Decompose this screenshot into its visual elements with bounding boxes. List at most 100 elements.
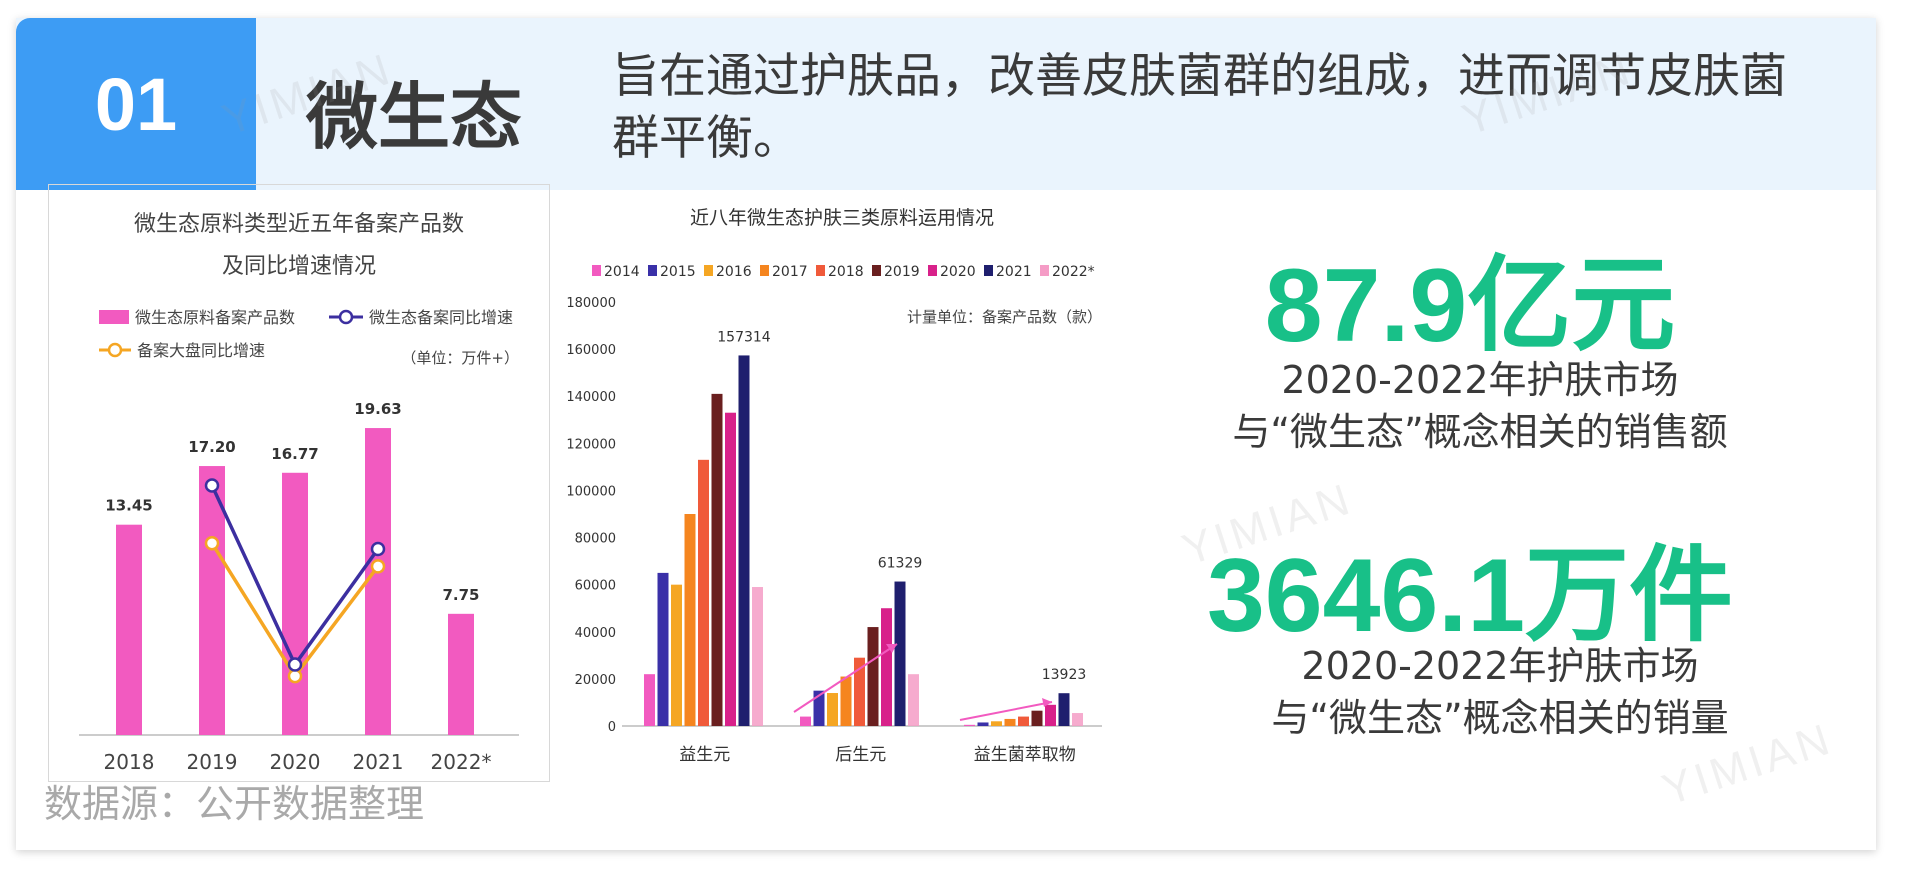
legend-label: 2018 [828,264,864,280]
bar [991,721,1002,726]
stat-sales-value: 87.9亿元 [1264,248,1676,364]
legend-label: 微生态原料备案产品数 [135,308,295,327]
bar [813,690,825,726]
line-point [370,541,386,557]
chart-title: 微生态原料类型近五年备案产品数 [134,212,464,237]
stat-sales-caption-line1: 2020-2022年护肤市场 [1281,358,1679,402]
bar [725,412,736,726]
y-tick-label: 20000 [575,673,616,688]
y-tick-label: 60000 [575,579,616,594]
bar [964,724,975,726]
legend-label: 微生态备案同比增速 [369,308,513,327]
bar [365,428,391,735]
bar [698,459,709,726]
legend-label: 2021 [996,264,1032,280]
y-tick-label: 120000 [566,437,616,452]
data-label: 157314 [717,329,771,345]
data-label: 13.45 [105,497,152,515]
legend-label: 2014 [604,264,640,280]
x-tick-label: 2020 [270,750,321,774]
bar [644,674,655,726]
header-banner: 01 微生态 旨在通过护肤品，改善皮肤菌群的组成，进而调节皮肤菌群平衡。 [16,18,1876,190]
y-tick-label: 100000 [566,484,616,499]
data-label: 13923 [1042,667,1087,683]
data-label: 16.77 [271,445,318,463]
bar [867,627,879,726]
stat-volume-caption-line1: 2020-2022年护肤市场 [1301,644,1699,688]
legend-swatch [592,265,601,276]
trend-arrow [793,643,898,713]
bar [894,581,906,726]
x-tick-label: 后生元 [835,745,886,765]
x-tick-label: 2018 [104,750,155,774]
bar [881,608,892,726]
stat-volume-caption-line2: 与“微生态”概念相关的销量 [1271,696,1729,740]
x-tick-label: 益生元 [679,745,730,765]
bar [282,472,308,735]
bar [738,355,750,726]
bar [827,693,838,726]
topic-description: 旨在通过护肤品，改善皮肤菌群的组成，进而调节皮肤菌群平衡。 [612,49,1787,166]
bar [657,572,669,726]
trend-arrow-head [1042,698,1052,707]
chart-title: 近八年微生态护肤三类原料运用情况 [690,207,994,229]
x-tick-label: 益生菌萃取物 [974,745,1076,765]
legend-swatch [760,265,769,276]
data-label: 19.63 [354,400,401,418]
legend-label: 2020 [940,264,976,280]
line-point [287,668,303,684]
line-point [370,559,386,574]
data-label: 7.75 [442,586,479,604]
data-source-note: 数据源：公开数据整理 [44,782,425,826]
trend-arrow-head [886,644,897,653]
y-tick-label: 0 [608,720,616,735]
bar [854,657,865,726]
legend-swatch [704,265,713,276]
y-tick-label: 140000 [566,390,616,405]
x-tick-label: 2021 [353,750,404,774]
legend-label: 2017 [772,264,808,280]
x-tick-label: 2019 [187,750,238,774]
stat-sales-caption: 2020-2022年护肤市场 与“微生态”概念相关的销售额 [1150,354,1810,458]
bar [1004,718,1016,726]
bar [1018,716,1029,726]
bar [448,613,474,735]
stat-volume-caption: 2020-2022年护肤市场 与“微生态”概念相关的销量 [1190,640,1810,744]
y-tick-label: 180000 [566,296,616,311]
legend-swatch [872,265,881,276]
bar [684,514,696,726]
line-point [204,478,220,493]
legend-label: 2019 [884,264,920,280]
bar [800,716,811,726]
legend-swatch [984,265,993,276]
chart-ingredient-usage: 近八年微生态护肤三类原料运用情况 2014 2015 2016 2017 2018 2019… [566,207,1102,765]
topic-title: 微生态 [306,75,523,159]
x-tick-label: 2022* [431,750,492,774]
bar [199,466,225,735]
unit-label: 计量单位：备案产品数（款） [907,308,1102,326]
legend-swatch [648,265,657,276]
bar [977,722,989,726]
bar [116,524,142,735]
stat-volume-value: 3646.1万件 [1206,538,1734,654]
bar [840,676,852,726]
section-number-badge: 01 [16,18,256,190]
bar [1045,704,1056,726]
unit-label: （单位：万件+） [401,349,519,367]
legend-swatch [107,342,123,358]
legend-swatch [816,265,825,276]
y-tick-label: 40000 [575,626,616,641]
line-point [287,657,303,672]
bar [671,584,682,726]
legend-swatch [928,265,937,276]
line-point [204,535,220,551]
content-card: 01 微生态 旨在通过护肤品，改善皮肤菌群的组成，进而调节皮肤菌群平衡。 [16,18,1876,850]
legend-swatch [338,309,354,325]
data-label: 61329 [878,556,923,572]
legend-label: 2015 [660,264,696,280]
bar [1072,713,1083,726]
data-label: 17.20 [188,438,235,456]
chart-title: 及同比增速情况 [222,254,376,279]
trend-arrow [959,701,1053,721]
